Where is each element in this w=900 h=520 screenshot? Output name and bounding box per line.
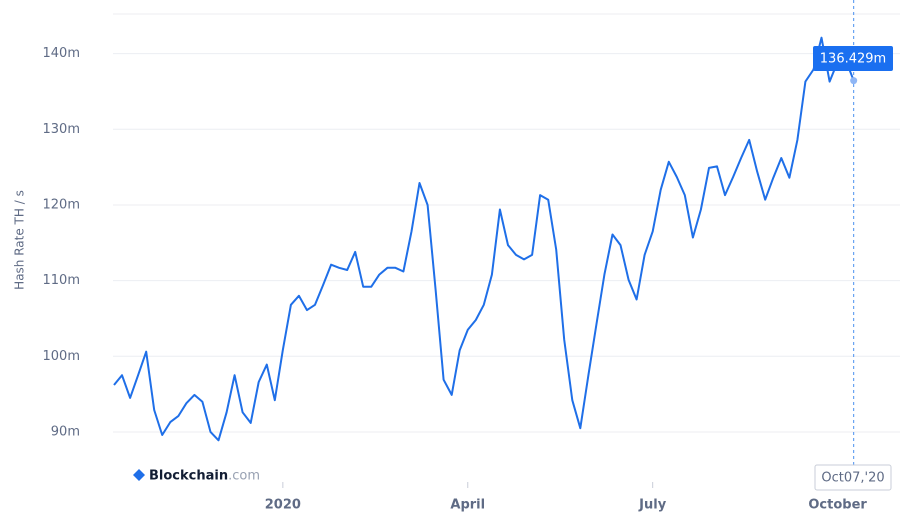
x-label-box <box>814 464 892 491</box>
watermark-suffix: .com <box>228 469 260 484</box>
logo <box>133 469 145 481</box>
tooltip-box <box>813 46 893 71</box>
x-tick-label: October <box>808 498 867 513</box>
x-hover-label: Oct07,'20 <box>821 471 884 486</box>
watermark-name: Blockchain <box>149 469 228 484</box>
y-tick-label: 110m <box>43 273 80 288</box>
y-tick-label: 140m <box>43 46 80 61</box>
watermark: Blockchain <box>133 469 228 484</box>
line <box>113 36 855 442</box>
y-tick-label: 120m <box>43 197 80 212</box>
x-tick-label: 2020 <box>265 498 301 513</box>
hover-dot <box>850 77 858 85</box>
x-tick-label: April <box>450 498 485 513</box>
y-tick-label: 90m <box>51 424 80 439</box>
y-tick-label: 100m <box>43 349 80 364</box>
y-axis-title: Hash Rate TH / s <box>13 190 27 290</box>
y-tick-label: 130m <box>43 122 80 137</box>
tooltip-value: 136.429m <box>820 52 886 67</box>
x-tick-label: July <box>638 498 667 513</box>
